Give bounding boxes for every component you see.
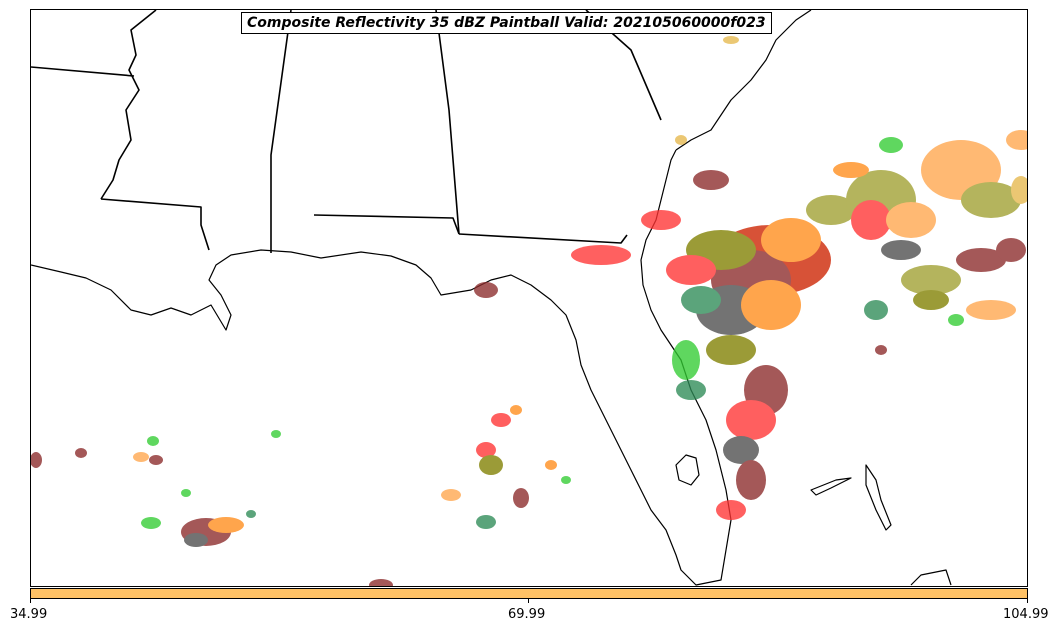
bahamas xyxy=(810,464,952,586)
gulf-coast xyxy=(31,149,732,586)
colorbar-tick-mid: 69.99 xyxy=(508,607,546,622)
border-al-fl xyxy=(313,214,460,235)
atlantic-coast xyxy=(675,10,812,151)
colorbar-tick-mark-mid xyxy=(528,599,529,603)
paintball-echoes xyxy=(31,36,1027,586)
reflectivity-map xyxy=(31,10,1027,586)
colorbar xyxy=(30,588,1028,599)
colorbar-tick-max: 104.99 xyxy=(1003,607,1049,622)
border-ms-la xyxy=(100,198,210,251)
border-ms-al xyxy=(270,10,292,253)
colorbar-tick-mark-max xyxy=(1027,599,1028,603)
border-la-ar xyxy=(31,66,135,77)
colorbar-tick-mark-min xyxy=(30,599,31,603)
map-title: Composite Reflectivity 35 dBZ Paintball … xyxy=(241,12,772,34)
border-al-ga xyxy=(435,10,460,235)
map-panel xyxy=(30,9,1028,587)
border-ga-fl xyxy=(458,233,628,244)
lake-okeechobee xyxy=(675,454,700,486)
colorbar-tick-min: 34.99 xyxy=(10,607,48,622)
coastline-and-borders xyxy=(31,10,952,586)
border-ar-ms-river xyxy=(100,10,157,200)
